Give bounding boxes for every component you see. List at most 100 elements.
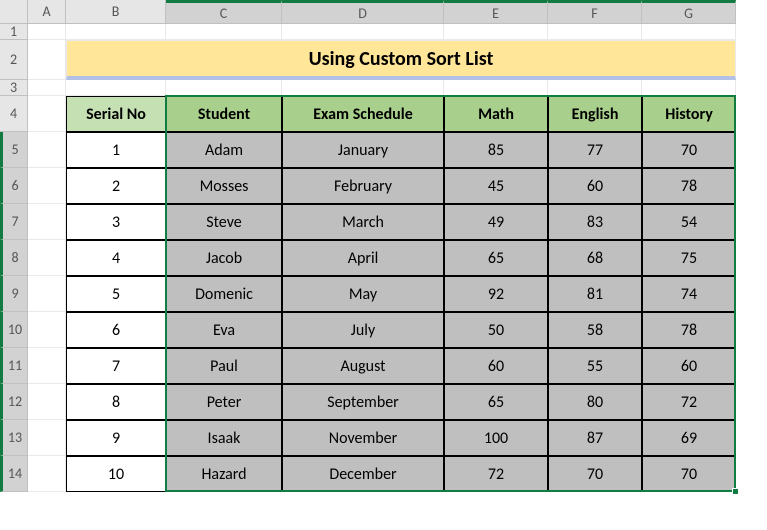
cell-a12[interactable] bbox=[28, 384, 66, 420]
cell-d12[interactable]: September bbox=[282, 384, 444, 420]
cell-g9[interactable]: 74 bbox=[642, 276, 736, 312]
cell-e6[interactable]: 45 bbox=[444, 168, 548, 204]
cell-b1[interactable] bbox=[66, 24, 166, 40]
cell-b7[interactable]: 3 bbox=[66, 204, 166, 240]
row-hdr-4[interactable]: 4 bbox=[0, 96, 28, 132]
cell-c7[interactable]: Steve bbox=[166, 204, 282, 240]
cell-f8[interactable]: 68 bbox=[548, 240, 642, 276]
row-hdr-8[interactable]: 8 bbox=[0, 240, 28, 276]
col-hdr-d[interactable]: D bbox=[282, 0, 444, 24]
cell-f11[interactable]: 55 bbox=[548, 348, 642, 384]
cell-c6[interactable]: Mosses bbox=[166, 168, 282, 204]
cell-b8[interactable]: 4 bbox=[66, 240, 166, 276]
cell-a7[interactable] bbox=[28, 204, 66, 240]
cell-g14[interactable]: 70 bbox=[642, 456, 736, 492]
cell-b12[interactable]: 8 bbox=[66, 384, 166, 420]
cell-a1[interactable] bbox=[28, 24, 66, 40]
hdr-serial-no[interactable]: Serial No bbox=[66, 96, 166, 132]
cell-a14[interactable] bbox=[28, 456, 66, 492]
cell-e13[interactable]: 100 bbox=[444, 420, 548, 456]
cell-d7[interactable]: March bbox=[282, 204, 444, 240]
cell-e12[interactable]: 65 bbox=[444, 384, 548, 420]
cell-g13[interactable]: 69 bbox=[642, 420, 736, 456]
cell-b14[interactable]: 10 bbox=[66, 456, 166, 492]
row-hdr-11[interactable]: 11 bbox=[0, 348, 28, 384]
cell-c10[interactable]: Eva bbox=[166, 312, 282, 348]
cell-d14[interactable]: December bbox=[282, 456, 444, 492]
cell-e14[interactable]: 72 bbox=[444, 456, 548, 492]
cell-c11[interactable]: Paul bbox=[166, 348, 282, 384]
row-hdr-5[interactable]: 5 bbox=[0, 132, 28, 168]
cell-f14[interactable]: 70 bbox=[548, 456, 642, 492]
cell-b5[interactable]: 1 bbox=[66, 132, 166, 168]
cell-a5[interactable] bbox=[28, 132, 66, 168]
cell-g11[interactable]: 60 bbox=[642, 348, 736, 384]
cell-d11[interactable]: August bbox=[282, 348, 444, 384]
cell-c8[interactable]: Jacob bbox=[166, 240, 282, 276]
cell-e9[interactable]: 92 bbox=[444, 276, 548, 312]
col-hdr-g[interactable]: G bbox=[642, 0, 736, 24]
cell-f10[interactable]: 58 bbox=[548, 312, 642, 348]
cell-c1[interactable] bbox=[166, 24, 282, 40]
title-cell[interactable]: Using Custom Sort List bbox=[66, 40, 736, 80]
cell-a3[interactable] bbox=[28, 80, 66, 96]
cell-a13[interactable] bbox=[28, 420, 66, 456]
cell-b9[interactable]: 5 bbox=[66, 276, 166, 312]
row-hdr-3[interactable]: 3 bbox=[0, 80, 28, 96]
col-hdr-e[interactable]: E bbox=[444, 0, 548, 24]
cell-f1[interactable] bbox=[548, 24, 642, 40]
cell-g5[interactable]: 70 bbox=[642, 132, 736, 168]
cell-d3[interactable] bbox=[282, 80, 444, 96]
cell-g10[interactable]: 78 bbox=[642, 312, 736, 348]
hdr-student[interactable]: Student bbox=[166, 96, 282, 132]
row-hdr-2[interactable]: 2 bbox=[0, 40, 28, 80]
cell-c12[interactable]: Peter bbox=[166, 384, 282, 420]
cell-c9[interactable]: Domenic bbox=[166, 276, 282, 312]
cell-e10[interactable]: 50 bbox=[444, 312, 548, 348]
row-hdr-10[interactable]: 10 bbox=[0, 312, 28, 348]
cell-g12[interactable]: 72 bbox=[642, 384, 736, 420]
row-hdr-12[interactable]: 12 bbox=[0, 384, 28, 420]
col-hdr-c[interactable]: C bbox=[166, 0, 282, 24]
row-hdr-6[interactable]: 6 bbox=[0, 168, 28, 204]
col-hdr-f[interactable]: F bbox=[548, 0, 642, 24]
cell-a2[interactable] bbox=[28, 40, 66, 80]
hdr-history[interactable]: History bbox=[642, 96, 736, 132]
hdr-exam-schedule[interactable]: Exam Schedule bbox=[282, 96, 444, 132]
cell-d6[interactable]: February bbox=[282, 168, 444, 204]
cell-g7[interactable]: 54 bbox=[642, 204, 736, 240]
cell-f12[interactable]: 80 bbox=[548, 384, 642, 420]
cell-g3[interactable] bbox=[642, 80, 736, 96]
cell-a4[interactable] bbox=[28, 96, 66, 132]
cell-e7[interactable]: 49 bbox=[444, 204, 548, 240]
fill-handle[interactable] bbox=[732, 488, 739, 495]
cell-a11[interactable] bbox=[28, 348, 66, 384]
cell-f3[interactable] bbox=[548, 80, 642, 96]
hdr-math[interactable]: Math bbox=[444, 96, 548, 132]
cell-b11[interactable]: 7 bbox=[66, 348, 166, 384]
cell-f5[interactable]: 77 bbox=[548, 132, 642, 168]
cell-d1[interactable] bbox=[282, 24, 444, 40]
cell-d8[interactable]: April bbox=[282, 240, 444, 276]
cell-d13[interactable]: November bbox=[282, 420, 444, 456]
cell-e1[interactable] bbox=[444, 24, 548, 40]
row-hdr-1[interactable]: 1 bbox=[0, 24, 28, 40]
cell-c3[interactable] bbox=[166, 80, 282, 96]
select-all-corner[interactable] bbox=[0, 0, 28, 24]
row-hdr-7[interactable]: 7 bbox=[0, 204, 28, 240]
cell-d9[interactable]: May bbox=[282, 276, 444, 312]
cell-d5[interactable]: January bbox=[282, 132, 444, 168]
cell-e11[interactable]: 60 bbox=[444, 348, 548, 384]
row-hdr-9[interactable]: 9 bbox=[0, 276, 28, 312]
cell-b13[interactable]: 9 bbox=[66, 420, 166, 456]
cell-c14[interactable]: Hazard bbox=[166, 456, 282, 492]
col-hdr-a[interactable]: A bbox=[28, 0, 66, 24]
cell-f13[interactable]: 87 bbox=[548, 420, 642, 456]
cell-a9[interactable] bbox=[28, 276, 66, 312]
col-hdr-b[interactable]: B bbox=[66, 0, 166, 24]
cell-e5[interactable]: 85 bbox=[444, 132, 548, 168]
hdr-english[interactable]: English bbox=[548, 96, 642, 132]
cell-f6[interactable]: 60 bbox=[548, 168, 642, 204]
cell-a10[interactable] bbox=[28, 312, 66, 348]
cell-f9[interactable]: 81 bbox=[548, 276, 642, 312]
